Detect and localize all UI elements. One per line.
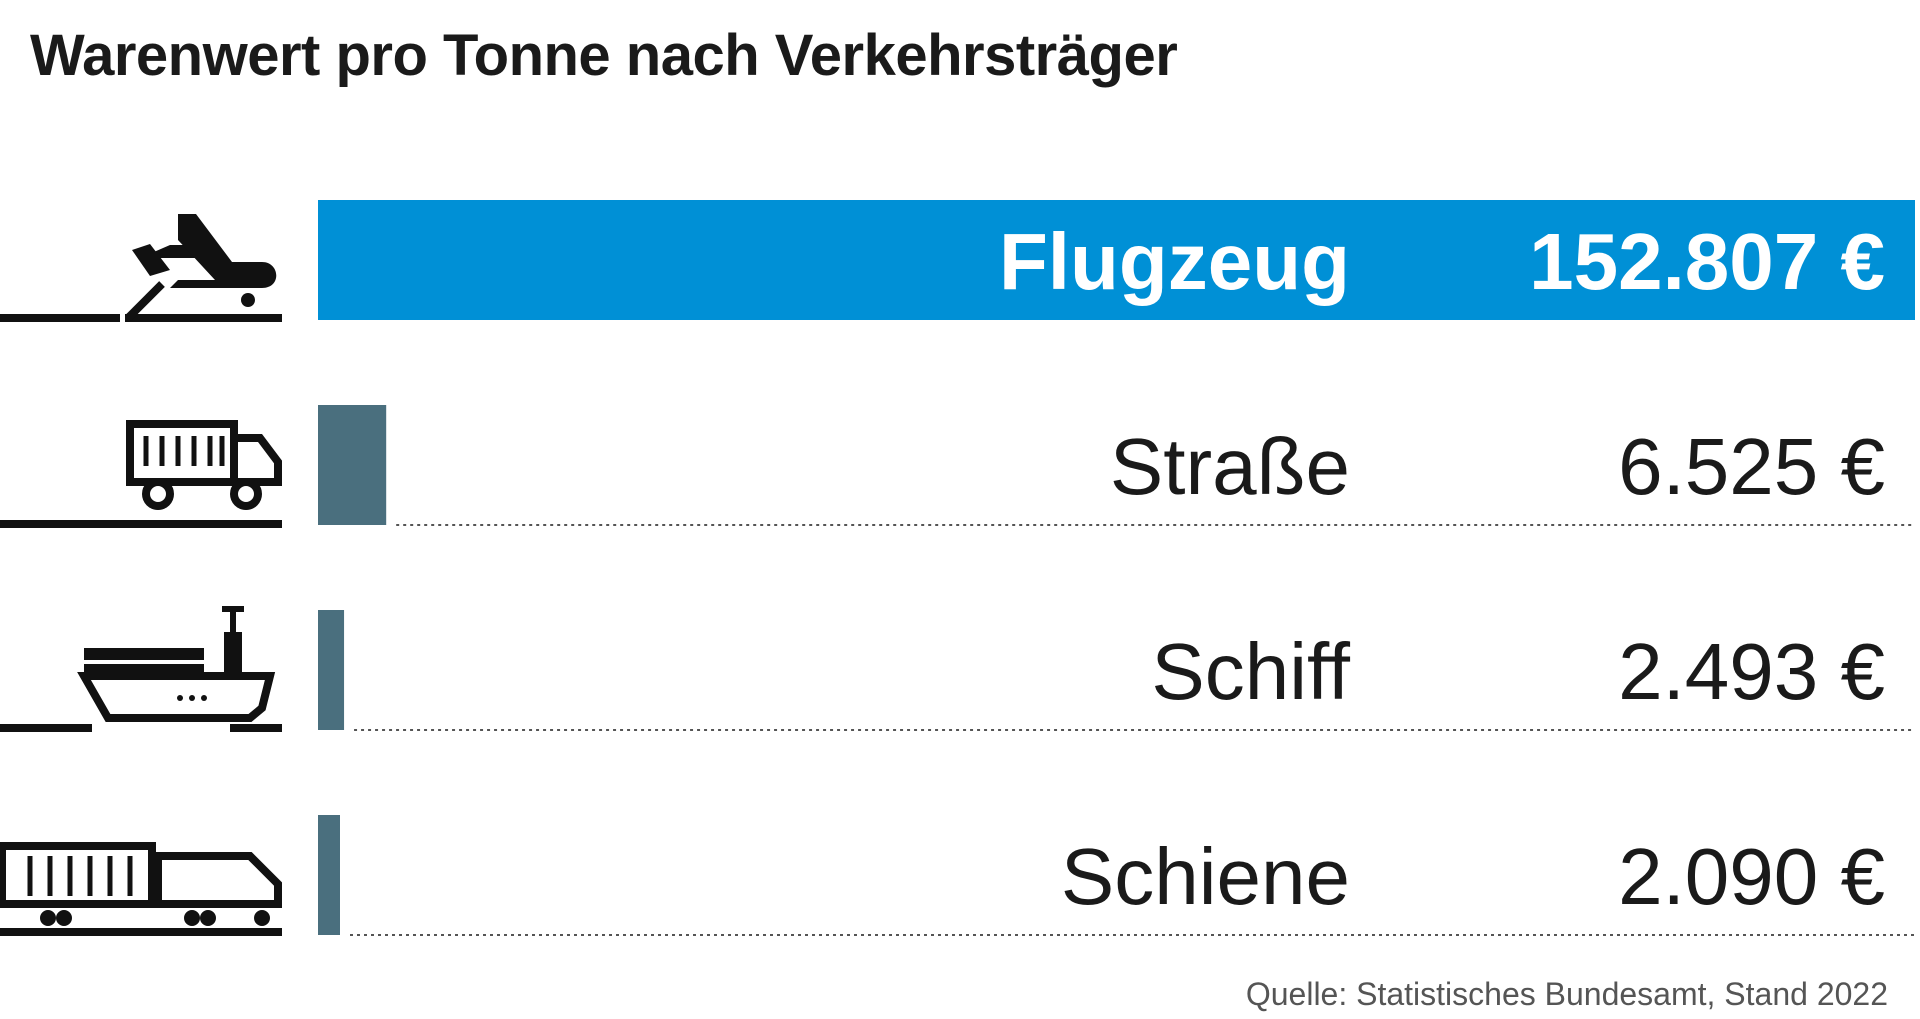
source-note: Quelle: Statistisches Bundesamt, Stand 2… [1245,976,1888,1012]
bar-0 [318,200,1915,320]
category-label: Straße [1109,422,1350,511]
bar-3 [318,815,340,935]
truck-icon [0,420,282,528]
bars-group [318,200,1915,936]
value-label: 2.090 € [1618,832,1885,921]
bar-1 [318,405,387,525]
bar-2 [318,610,345,730]
value-label: 152.807 € [1529,217,1885,306]
category-label: Flugzeug [998,217,1350,306]
value-label: 2.493 € [1618,627,1885,716]
category-label: Schiff [1151,627,1350,716]
train-icon [0,842,282,936]
chart-title: Warenwert pro Tonne nach Verkehrsträger [30,23,1178,88]
airplane-icon [0,214,282,322]
category-label: Schiene [1060,832,1350,921]
ship-icon [0,606,282,732]
value-label: 6.525 € [1618,422,1885,511]
